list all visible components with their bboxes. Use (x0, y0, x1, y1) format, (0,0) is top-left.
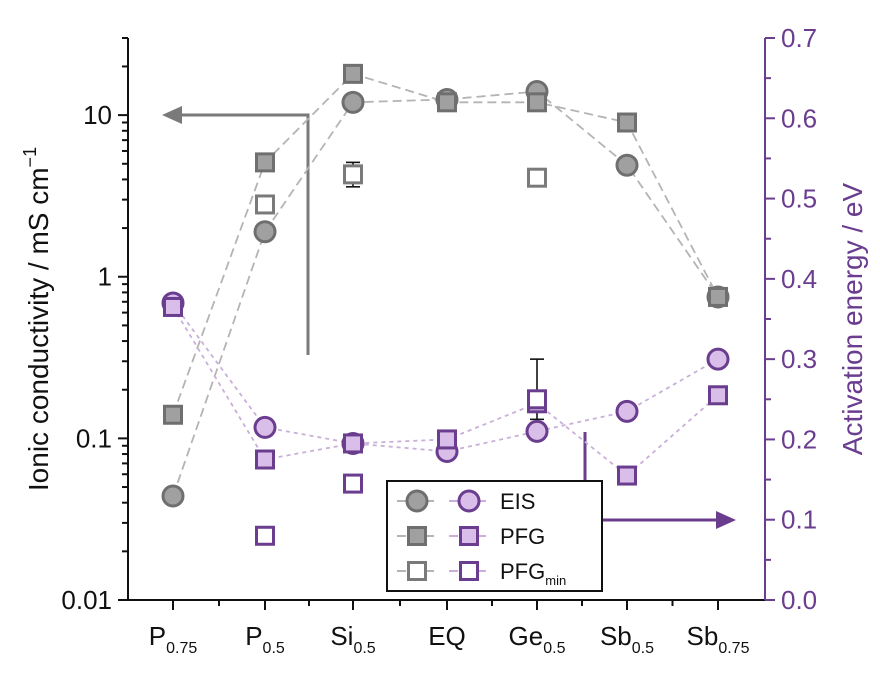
right-tick-label: 0.4 (781, 264, 817, 294)
data-point (255, 152, 275, 173)
category-label: EQ (428, 621, 466, 651)
tick-labels: 0.01 0.1 1 10 0.0 0.1 0.2 0.3 0.4 0.5 0.6 0.7 P0.75 P… (61, 23, 817, 657)
category-label: Si0.5 (330, 621, 375, 657)
data-point (525, 419, 549, 443)
category-label: Sb0.5 (600, 621, 654, 657)
data-point (617, 465, 637, 486)
data-point (708, 286, 728, 307)
axes-frame (118, 37, 775, 610)
left-axis-arrowhead (162, 106, 182, 124)
right-tick-label: 0.7 (781, 23, 817, 53)
category-label: Sb0.75 (687, 621, 750, 657)
data-point (615, 399, 639, 423)
left-tick-label: 1 (98, 262, 112, 292)
data-point (437, 429, 457, 450)
data-point (617, 112, 637, 133)
data-point (615, 153, 639, 177)
data-point (341, 90, 365, 114)
data-point (253, 220, 277, 244)
left-axis-arrow (175, 113, 310, 355)
axis-arrows (162, 106, 736, 529)
right-tick-label: 0.1 (781, 505, 817, 535)
legend-marker (407, 526, 427, 546)
data-point (343, 433, 363, 454)
data-point (163, 404, 183, 425)
data-point (255, 449, 275, 470)
category-label: P0.75 (149, 621, 198, 657)
right-tick-label: 0.5 (781, 184, 817, 214)
data-point (161, 484, 185, 508)
legend-marker (459, 561, 479, 581)
data-point (163, 296, 183, 317)
data-point (527, 92, 547, 113)
legend-marker (405, 489, 429, 513)
left-tick-label: 0.1 (76, 423, 112, 453)
error-bars (346, 161, 544, 421)
right-tick-label: 0.6 (781, 103, 817, 133)
left-axis-title: Ionic conductivity / mS cm−1 (20, 147, 54, 491)
data-point (255, 194, 275, 215)
data-point (708, 385, 728, 406)
data-point (343, 473, 363, 494)
category-label: Ge0.5 (509, 621, 566, 657)
right-axis-title: Activation energy / eV (837, 182, 868, 455)
right-tick-label: 0.2 (781, 424, 817, 454)
data-markers (161, 63, 730, 546)
left-tick-label: 10 (83, 100, 112, 130)
data-point (255, 525, 275, 546)
data-point (527, 167, 547, 188)
left-tick-label: 0.01 (61, 585, 112, 615)
data-point (343, 63, 363, 84)
right-axis-arrowhead (716, 511, 736, 529)
data-point (527, 389, 547, 410)
legend-label: PFGmin (500, 559, 566, 588)
category-label: P0.5 (245, 621, 285, 657)
legend: EIS PFG PFGmin (386, 480, 603, 592)
legend-marker (407, 561, 427, 581)
legend-marker (457, 489, 481, 513)
right-tick-label: 0.0 (781, 585, 817, 615)
legend-label: PFG (500, 524, 545, 549)
legend-label: EIS (500, 489, 535, 514)
data-point (437, 92, 457, 113)
axis-titles: Ionic conductivity / mS cm−1 Activation e… (20, 147, 868, 491)
data-point (706, 347, 730, 371)
data-point (253, 415, 277, 439)
right-tick-label: 0.3 (781, 344, 817, 374)
legend-marker (459, 526, 479, 546)
right-axis-arrow (583, 432, 720, 522)
data-point (343, 164, 363, 185)
